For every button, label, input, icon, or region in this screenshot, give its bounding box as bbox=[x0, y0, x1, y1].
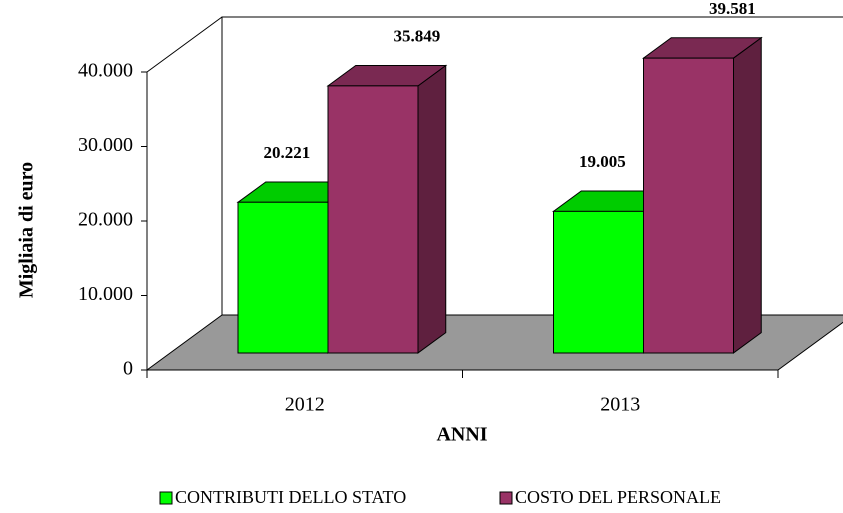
y-tick-label: 30.000 bbox=[78, 134, 133, 156]
value-label: 20.221 bbox=[264, 143, 311, 162]
x-tick-label: 2012 bbox=[285, 394, 325, 416]
x-tick-label: 2013 bbox=[600, 394, 640, 416]
y-tick-label: 10.000 bbox=[78, 283, 133, 305]
bar-face bbox=[733, 36, 762, 354]
x-axis-title: ANNI bbox=[436, 424, 487, 446]
y-axis-title: Migliaia di euro bbox=[16, 162, 38, 298]
side-wall-edge bbox=[146, 16, 223, 73]
y-tick-label: 0 bbox=[123, 358, 133, 380]
bar-face bbox=[643, 57, 734, 354]
bar bbox=[326, 64, 448, 354]
value-label: 19.005 bbox=[579, 152, 626, 171]
bar-face bbox=[237, 201, 329, 354]
legend-swatch bbox=[159, 491, 173, 505]
legend-swatch bbox=[499, 491, 513, 505]
bar-face bbox=[553, 210, 644, 354]
bar-face bbox=[327, 85, 419, 354]
y-tick-label: 20.000 bbox=[78, 209, 133, 231]
value-label: 39.581 bbox=[709, 0, 756, 18]
value-label: 35.849 bbox=[394, 27, 441, 46]
legend-label: COSTO DEL PERSONALE bbox=[515, 487, 721, 507]
bar bbox=[641, 36, 763, 354]
y-tick-label: 40.000 bbox=[78, 60, 133, 82]
bar-face bbox=[417, 64, 447, 354]
legend-label: CONTRIBUTI DELLO STATO bbox=[175, 487, 406, 507]
